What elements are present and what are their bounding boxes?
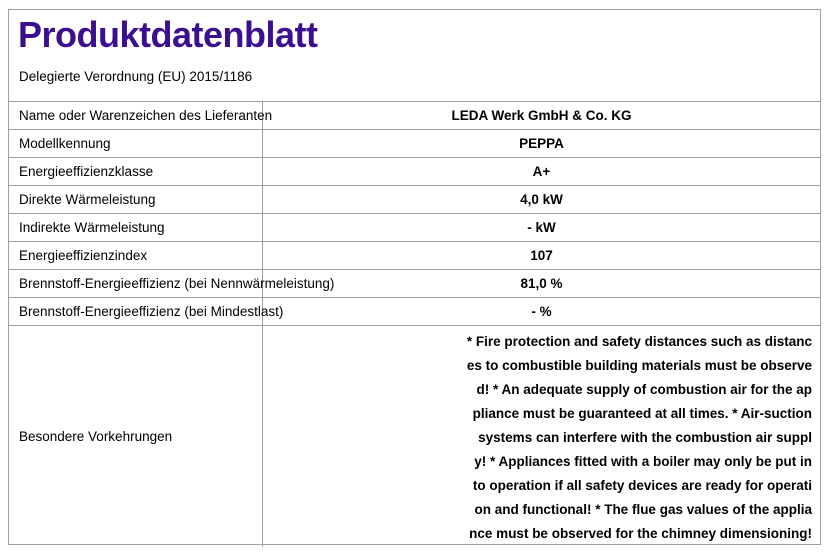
page-title: Produktdatenblatt xyxy=(18,14,318,55)
data-table: Name oder Warenzeichen des Lieferanten LE… xyxy=(9,102,820,326)
precautions-line: es to combustible building materials mus… xyxy=(466,358,812,373)
precautions-line: pliance must be guaranteed at all times.… xyxy=(472,406,812,421)
row-label: Name oder Warenzeichen des Lieferanten xyxy=(9,102,272,129)
row-label: Besondere Vorkehrungen xyxy=(9,326,263,547)
table-row-precautions: Besondere Vorkehrungen * Fire protection… xyxy=(9,326,820,547)
row-value: 4,0 kW xyxy=(520,192,563,207)
precautions-line: to operation if all safety devices are r… xyxy=(472,478,812,493)
table-row: Modellkennung PEPPA xyxy=(9,130,820,158)
row-label: Energieeffizienzklasse xyxy=(9,158,263,185)
table-row: Name oder Warenzeichen des Lieferanten LE… xyxy=(9,102,820,130)
header: Produktdatenblatt Delegierte Verordnung … xyxy=(9,10,820,102)
table-row: Direkte Wärmeleistung 4,0 kW xyxy=(9,186,820,214)
product-data-sheet: Produktdatenblatt Delegierte Verordnung … xyxy=(8,9,821,547)
row-label: Brennstoff-Energieeffizienz (bei Mindest… xyxy=(9,298,283,325)
row-label: Energieeffizienzindex xyxy=(9,242,263,269)
row-label: Brennstoff-Energieeffizienz (bei Nennwär… xyxy=(9,270,334,297)
row-value: - % xyxy=(531,304,552,319)
table-row: Energieeffizienzklasse A+ xyxy=(9,158,820,186)
row-label: Indirekte Wärmeleistung xyxy=(9,214,263,241)
precautions-line: d! * An adequate supply of combustion ai… xyxy=(476,382,812,397)
precautions-line: systems can interfere with the combustio… xyxy=(478,430,812,445)
table-row: Brennstoff-Energieeffizienz (bei Mindest… xyxy=(9,298,820,326)
row-label: Modellkennung xyxy=(9,130,263,157)
row-label: Direkte Wärmeleistung xyxy=(9,186,263,213)
row-value: 107 xyxy=(530,248,553,263)
table-row: Indirekte Wärmeleistung - kW xyxy=(9,214,820,242)
precautions-line: nce must be observed for the chimney dim… xyxy=(469,526,812,541)
precautions-line: * Fire protection and safety distances s… xyxy=(466,334,812,349)
table-row: Energieeffizienzindex 107 xyxy=(9,242,820,270)
precautions-text: * Fire protection and safety distances s… xyxy=(263,326,820,547)
row-value: 81,0 % xyxy=(520,276,563,291)
row-value: PEPPA xyxy=(519,136,564,151)
row-value: - kW xyxy=(527,220,556,235)
row-value: A+ xyxy=(532,164,551,179)
table-row: Brennstoff-Energieeffizienz (bei Nennwär… xyxy=(9,270,820,298)
regulation-subtitle: Delegierte Verordnung (EU) 2015/1186 xyxy=(19,69,253,84)
precautions-line: y! * Appliances fitted with a boiler may… xyxy=(474,454,812,469)
precautions-line: on and functional! * The flue gas values… xyxy=(474,502,812,517)
row-value: LEDA Werk GmbH & Co. KG xyxy=(451,108,632,123)
